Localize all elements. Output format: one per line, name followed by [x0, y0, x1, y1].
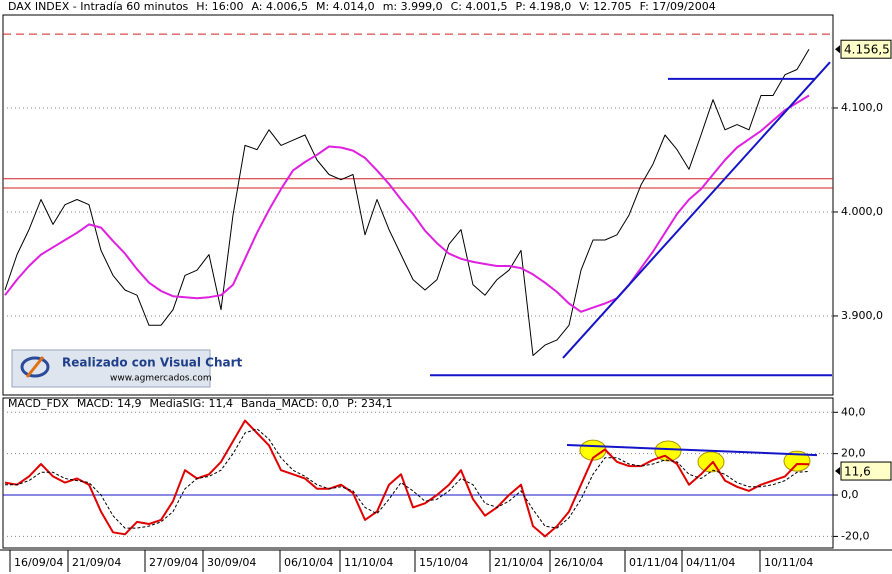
highlight: [783, 450, 811, 472]
header-item: P: 4.198,0: [515, 0, 571, 13]
header-item: V: 12.705: [579, 0, 631, 13]
x-tick-label: 21/10/04: [494, 556, 543, 569]
x-tick-label: 15/10/04: [419, 556, 468, 569]
x-tick-label: 10/11/04: [764, 556, 813, 569]
series-line: [4, 419, 810, 538]
logo-icon-stroke: [25, 356, 45, 378]
header-item: DAX INDEX - Intradía 60 minutos: [8, 0, 189, 13]
y-tick-label: 3.900,0: [841, 309, 883, 322]
header-item: m: 3.999,0: [383, 0, 443, 13]
header-item: MediaSIG: 11,4: [149, 397, 232, 410]
highlight: [697, 451, 725, 473]
y-tick-label: 40,0: [841, 405, 866, 418]
header-item: MACD_FDX: [8, 397, 69, 410]
trend-line: [566, 443, 818, 457]
header-item: C: 4.001,5: [451, 0, 508, 13]
header-item: Banda_MACD: 0,0: [241, 397, 339, 410]
x-tick-label: 01/11/04: [629, 556, 678, 569]
header-item: H: 16:00: [196, 0, 243, 13]
last-value-box: [840, 461, 892, 481]
y-tick-label: 4.000,0: [841, 205, 883, 218]
logo-icon: [20, 356, 50, 378]
header-item: MACD: 14,9: [77, 397, 142, 410]
last-value-label: 11,6: [844, 465, 871, 479]
y-tick-label: 20,0: [841, 447, 866, 460]
x-tick-label: 21/09/04: [72, 556, 121, 569]
logo: Realizado con Visual Chart www.agmercado…: [11, 349, 243, 388]
x-tick-label: 26/10/04: [554, 556, 603, 569]
logo-title: Realizado con Visual Chart: [62, 356, 243, 370]
x-tick-label: 16/09/04: [14, 556, 63, 569]
series-line: [5, 428, 810, 529]
series-line: [4, 94, 810, 313]
header-item: P: 234,1: [347, 397, 392, 410]
last-value-pointer: [835, 467, 840, 476]
y-tick-label: 0,0: [841, 488, 859, 501]
logo-box: [11, 349, 211, 388]
x-tick-label: 06/10/04: [284, 556, 333, 569]
last-value-box: [840, 39, 892, 59]
x-tick-label: 27/09/04: [149, 556, 198, 569]
trend-line: [562, 61, 831, 359]
panel-frame: [2, 397, 834, 549]
header-item: A: 4.006,5: [251, 0, 308, 13]
series-line: [4, 48, 810, 356]
logo-url: www.agmercados.com: [110, 374, 212, 384]
x-tick-label: 11/10/04: [344, 556, 393, 569]
panel-frame: [2, 14, 834, 396]
last-value-pointer: [835, 45, 840, 54]
last-value-label: 4.156,5: [844, 43, 890, 57]
x-tick-label: 04/11/04: [686, 556, 735, 569]
y-tick-label: 4.100,0: [841, 101, 883, 114]
header-item: M: 4.014,0: [316, 0, 375, 13]
y-tick-label: -20,0: [841, 529, 869, 542]
header-item: F: 17/09/2004: [640, 0, 716, 13]
x-tick-label: 30/09/04: [207, 556, 256, 569]
